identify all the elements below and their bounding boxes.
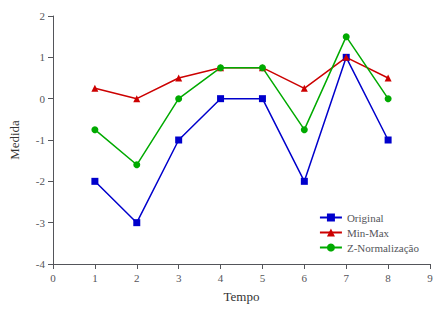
svg-text:0: 0 [50, 272, 56, 284]
svg-text:Min-Max: Min-Max [347, 227, 390, 239]
svg-text:2: 2 [134, 272, 140, 284]
svg-text:6: 6 [302, 272, 308, 284]
svg-text:1: 1 [92, 272, 98, 284]
svg-text:-3: -3 [36, 217, 46, 229]
svg-text:9: 9 [427, 272, 433, 284]
svg-text:7: 7 [343, 272, 349, 284]
svg-text:Tempo: Tempo [224, 289, 260, 304]
svg-text:8: 8 [385, 272, 391, 284]
svg-text:Original: Original [347, 212, 384, 224]
svg-text:Z-Normalização: Z-Normalização [347, 242, 420, 254]
svg-text:5: 5 [260, 272, 266, 284]
svg-text:3: 3 [176, 272, 182, 284]
svg-text:-2: -2 [36, 175, 45, 187]
svg-text:4: 4 [218, 272, 224, 284]
svg-text:-4: -4 [36, 258, 46, 270]
svg-text:Medida: Medida [7, 120, 22, 160]
svg-text:0: 0 [40, 93, 46, 105]
svg-text:1: 1 [40, 51, 46, 63]
svg-text:-1: -1 [36, 134, 45, 146]
svg-text:2: 2 [40, 10, 46, 22]
